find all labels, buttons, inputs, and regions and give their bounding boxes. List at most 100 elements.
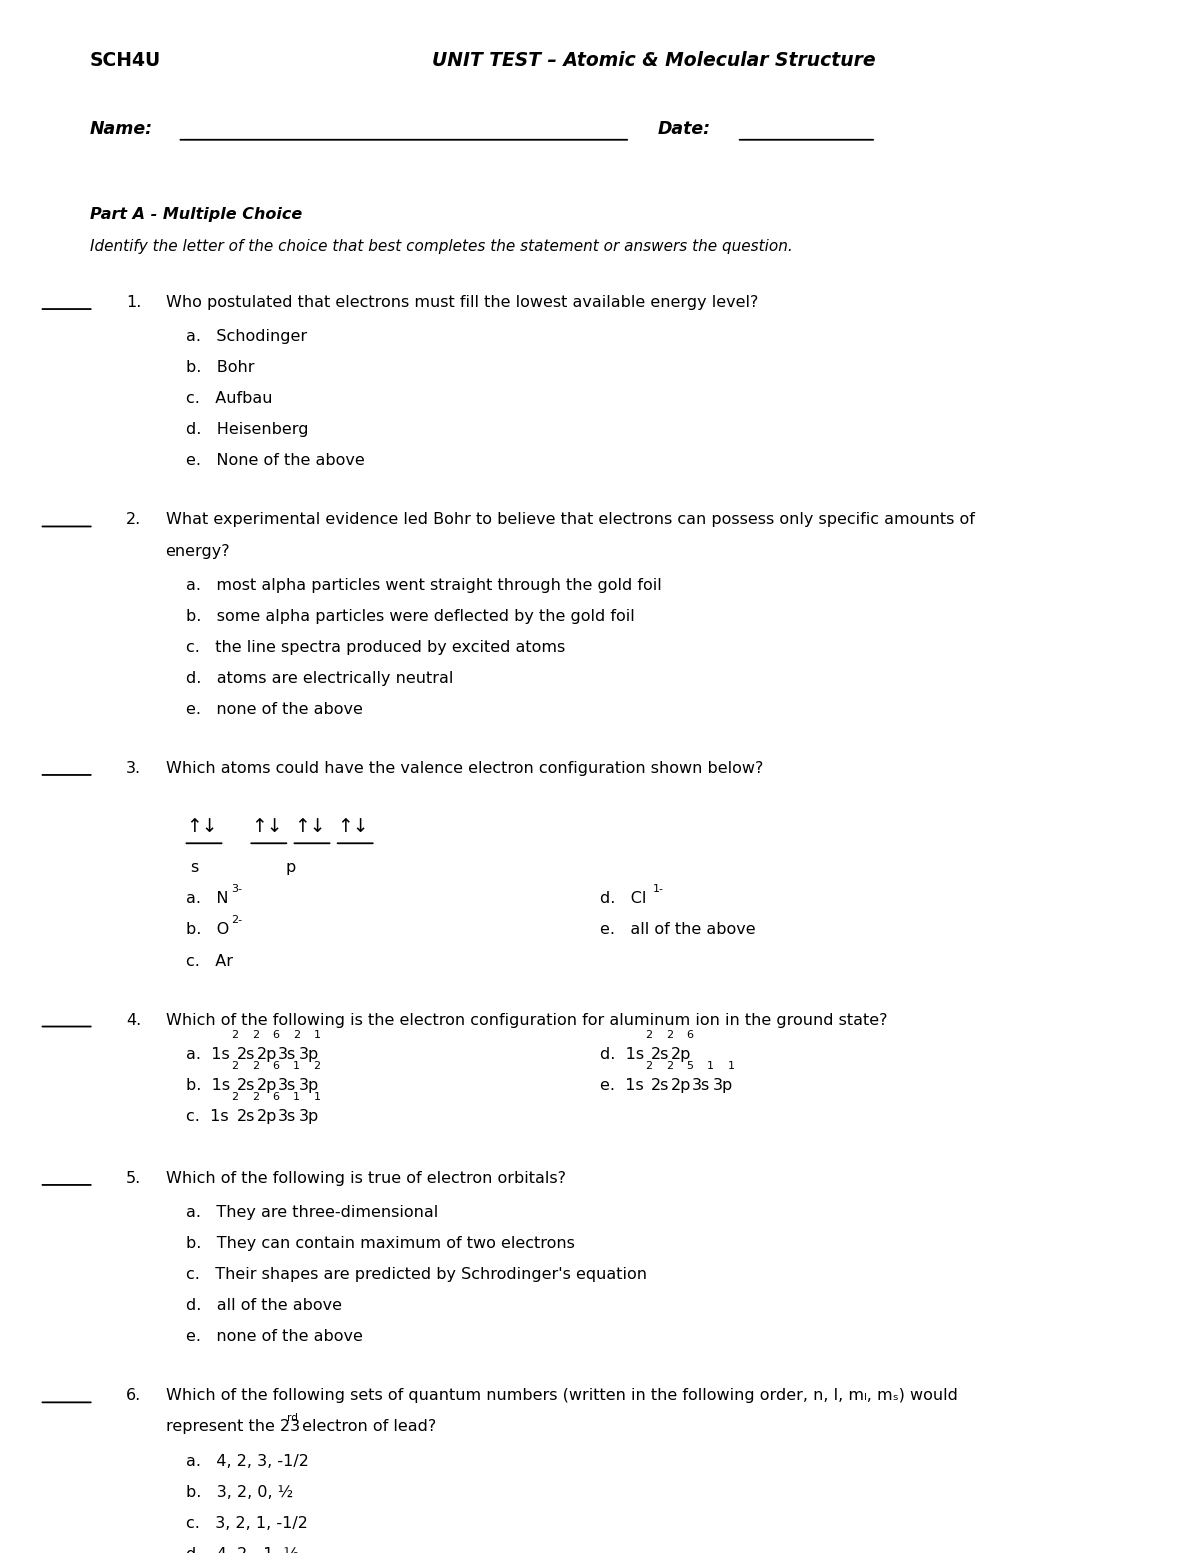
Text: a.   They are three-dimensional: a. They are three-dimensional — [186, 1205, 438, 1221]
Text: e.   none of the above: e. none of the above — [186, 702, 362, 717]
Text: 2: 2 — [252, 1061, 259, 1072]
Text: 6.: 6. — [126, 1388, 142, 1404]
Text: 3s: 3s — [278, 1109, 296, 1124]
Text: 3p: 3p — [299, 1047, 318, 1062]
Text: electron of lead?: electron of lead? — [298, 1419, 437, 1435]
Text: 2: 2 — [646, 1030, 653, 1041]
Text: 2p: 2p — [257, 1078, 277, 1093]
Text: 1: 1 — [313, 1030, 320, 1041]
Text: b.   They can contain maximum of two electrons: b. They can contain maximum of two elect… — [186, 1236, 575, 1252]
Text: s: s — [190, 860, 198, 876]
Text: 4.: 4. — [126, 1013, 142, 1028]
Text: ↑↓: ↑↓ — [251, 817, 282, 836]
Text: c.   Aufbau: c. Aufbau — [186, 391, 272, 407]
Text: c.   the line spectra produced by excited atoms: c. the line spectra produced by excited … — [186, 640, 565, 655]
Text: a.   N: a. N — [186, 891, 228, 907]
Text: c.  1s: c. 1s — [186, 1109, 229, 1124]
Text: 3p: 3p — [299, 1078, 318, 1093]
Text: 6: 6 — [272, 1092, 280, 1103]
Text: 6: 6 — [272, 1061, 280, 1072]
Text: e.   None of the above: e. None of the above — [186, 453, 365, 469]
Text: Which of the following is the electron configuration for aluminum ion in the gro: Which of the following is the electron c… — [166, 1013, 887, 1028]
Text: 1: 1 — [707, 1061, 714, 1072]
Text: ↑↓: ↑↓ — [294, 817, 325, 836]
Text: 3s: 3s — [278, 1078, 296, 1093]
Text: d.  1s: d. 1s — [600, 1047, 644, 1062]
Text: 2: 2 — [252, 1030, 259, 1041]
Text: 2: 2 — [293, 1030, 300, 1041]
Text: 2.: 2. — [126, 512, 142, 528]
Text: 3.: 3. — [126, 761, 142, 776]
Text: c.   3, 2, 1, -1/2: c. 3, 2, 1, -1/2 — [186, 1516, 308, 1531]
Text: UNIT TEST – Atomic & Molecular Structure: UNIT TEST – Atomic & Molecular Structure — [432, 51, 876, 70]
Text: Date:: Date: — [658, 120, 710, 138]
Text: c.   Their shapes are predicted by Schrodinger's equation: c. Their shapes are predicted by Schrodi… — [186, 1267, 647, 1283]
Text: e.   all of the above: e. all of the above — [600, 922, 756, 938]
Text: b.  1s: b. 1s — [186, 1078, 230, 1093]
Text: 3p: 3p — [299, 1109, 318, 1124]
Text: d.   atoms are electrically neutral: d. atoms are electrically neutral — [186, 671, 454, 686]
Text: 1.: 1. — [126, 295, 142, 311]
Text: energy?: energy? — [166, 544, 230, 559]
Text: 2: 2 — [666, 1061, 673, 1072]
Text: e.  1s: e. 1s — [600, 1078, 643, 1093]
Text: 1: 1 — [293, 1061, 300, 1072]
Text: 2: 2 — [313, 1061, 320, 1072]
Text: e.   none of the above: e. none of the above — [186, 1329, 362, 1345]
Text: 3p: 3p — [713, 1078, 732, 1093]
Text: 2: 2 — [232, 1092, 239, 1103]
Text: 2p: 2p — [671, 1078, 691, 1093]
Text: 2p: 2p — [257, 1109, 277, 1124]
Text: What experimental evidence led Bohr to believe that electrons can possess only s: What experimental evidence led Bohr to b… — [166, 512, 974, 528]
Text: a.  1s: a. 1s — [186, 1047, 229, 1062]
Text: 2s: 2s — [236, 1047, 256, 1062]
Text: 6: 6 — [686, 1030, 694, 1041]
Text: b.   some alpha particles were deflected by the gold foil: b. some alpha particles were deflected b… — [186, 609, 635, 624]
Text: d.   Heisenberg: d. Heisenberg — [186, 422, 308, 438]
Text: 2p: 2p — [671, 1047, 691, 1062]
Text: 3-: 3- — [232, 884, 242, 893]
Text: Who postulated that electrons must fill the lowest available energy level?: Who postulated that electrons must fill … — [166, 295, 758, 311]
Text: Identify the letter of the choice that best completes the statement or answers t: Identify the letter of the choice that b… — [90, 239, 793, 255]
Text: 5.: 5. — [126, 1171, 142, 1186]
Text: d.   4, 2, -1, ½: d. 4, 2, -1, ½ — [186, 1547, 299, 1553]
Text: Part A - Multiple Choice: Part A - Multiple Choice — [90, 207, 302, 222]
Text: 1: 1 — [727, 1061, 734, 1072]
Text: 1: 1 — [293, 1092, 300, 1103]
Text: a.   Schodinger: a. Schodinger — [186, 329, 307, 345]
Text: 2-: 2- — [232, 915, 242, 924]
Text: 5: 5 — [686, 1061, 694, 1072]
Text: c.   Ar: c. Ar — [186, 954, 233, 969]
Text: a.   most alpha particles went straight through the gold foil: a. most alpha particles went straight th… — [186, 578, 661, 593]
Text: 3s: 3s — [691, 1078, 710, 1093]
Text: b.   Bohr: b. Bohr — [186, 360, 254, 376]
Text: 6: 6 — [272, 1030, 280, 1041]
Text: 2: 2 — [252, 1092, 259, 1103]
Text: 2p: 2p — [257, 1047, 277, 1062]
Text: SCH4U: SCH4U — [90, 51, 161, 70]
Text: rd: rd — [287, 1413, 298, 1423]
Text: Which of the following is true of electron orbitals?: Which of the following is true of electr… — [166, 1171, 565, 1186]
Text: 2s: 2s — [650, 1047, 670, 1062]
Text: 2: 2 — [232, 1061, 239, 1072]
Text: d.   Cl: d. Cl — [600, 891, 647, 907]
Text: 2: 2 — [646, 1061, 653, 1072]
Text: 2s: 2s — [650, 1078, 670, 1093]
Text: 1-: 1- — [653, 884, 664, 893]
Text: 2s: 2s — [236, 1109, 256, 1124]
Text: a.   4, 2, 3, -1/2: a. 4, 2, 3, -1/2 — [186, 1454, 308, 1469]
Text: Name:: Name: — [90, 120, 154, 138]
Text: d.   all of the above: d. all of the above — [186, 1298, 342, 1314]
Text: b.   O: b. O — [186, 922, 229, 938]
Text: 3s: 3s — [278, 1047, 296, 1062]
Text: represent the 23: represent the 23 — [166, 1419, 300, 1435]
Text: Which atoms could have the valence electron configuration shown below?: Which atoms could have the valence elect… — [166, 761, 763, 776]
Text: Which of the following sets of quantum numbers (written in the following order, : Which of the following sets of quantum n… — [166, 1388, 958, 1404]
Text: b.   3, 2, 0, ½: b. 3, 2, 0, ½ — [186, 1485, 293, 1500]
Text: ↑↓: ↑↓ — [186, 817, 217, 836]
Text: p: p — [286, 860, 295, 876]
Text: 2s: 2s — [236, 1078, 256, 1093]
Text: 1: 1 — [313, 1092, 320, 1103]
Text: 2: 2 — [232, 1030, 239, 1041]
Text: ↑↓: ↑↓ — [337, 817, 368, 836]
